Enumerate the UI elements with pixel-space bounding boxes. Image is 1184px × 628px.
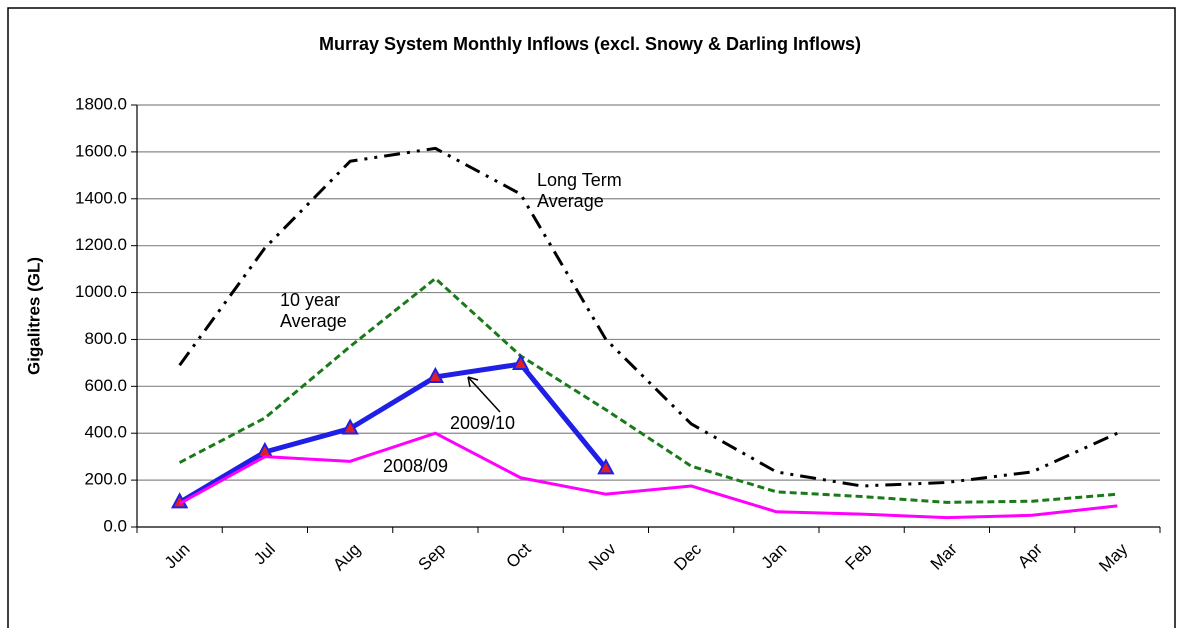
- x-tick-label: Jul: [250, 540, 279, 569]
- point-marker: [597, 458, 615, 475]
- y-tick-label: 1400.0: [75, 188, 127, 207]
- point-marker: [511, 353, 530, 371]
- series-line: [178, 146, 1118, 488]
- x-tick-label: Jun: [161, 540, 194, 573]
- y-tick-label: 0.0: [103, 516, 127, 535]
- x-tick-label: Oct: [502, 539, 534, 571]
- x-tick-label: Aug: [329, 540, 364, 575]
- y-tick-label: 1800.0: [75, 94, 127, 113]
- y-axis-label: Gigalitres (GL): [24, 257, 43, 375]
- y-tick-label: 1600.0: [75, 141, 127, 160]
- chart-title: Murray System Monthly Inflows (excl. Sno…: [319, 34, 861, 54]
- y-tick-label: 600.0: [84, 376, 127, 395]
- point-marker: [426, 366, 445, 383]
- grid: [137, 104, 1160, 481]
- x-tick-label: Jan: [758, 540, 791, 573]
- x-tick-label: Mar: [927, 539, 961, 573]
- x-tick-label: Dec: [670, 539, 705, 574]
- x-tick-label: Nov: [585, 539, 620, 574]
- x-tick-label: Apr: [1014, 539, 1046, 571]
- x-tick-label: Sep: [415, 540, 450, 575]
- series-line: [178, 361, 608, 505]
- y-tick-label: 1000.0: [75, 282, 127, 301]
- chart-border: [7, 7, 1176, 628]
- series-line: [178, 431, 1118, 520]
- series-line: [178, 276, 1118, 504]
- point-marker: [341, 418, 359, 435]
- y-tick-label: 1200.0: [75, 235, 127, 254]
- annotation: 2008/09: [383, 456, 449, 476]
- annotation: Long Term Average: [537, 170, 622, 211]
- x-tick-label: Feb: [841, 540, 875, 574]
- annotation-arrow-head: [467, 376, 479, 388]
- annotation: 10 year Average: [280, 290, 347, 331]
- annotation-arrow: [467, 376, 501, 413]
- x-tick-label: May: [1095, 539, 1131, 575]
- y-tick-label: 800.0: [84, 329, 127, 348]
- y-tick-label: 200.0: [84, 470, 127, 489]
- annotation: 2009/10: [450, 413, 516, 433]
- y-tick-label: 400.0: [84, 423, 127, 442]
